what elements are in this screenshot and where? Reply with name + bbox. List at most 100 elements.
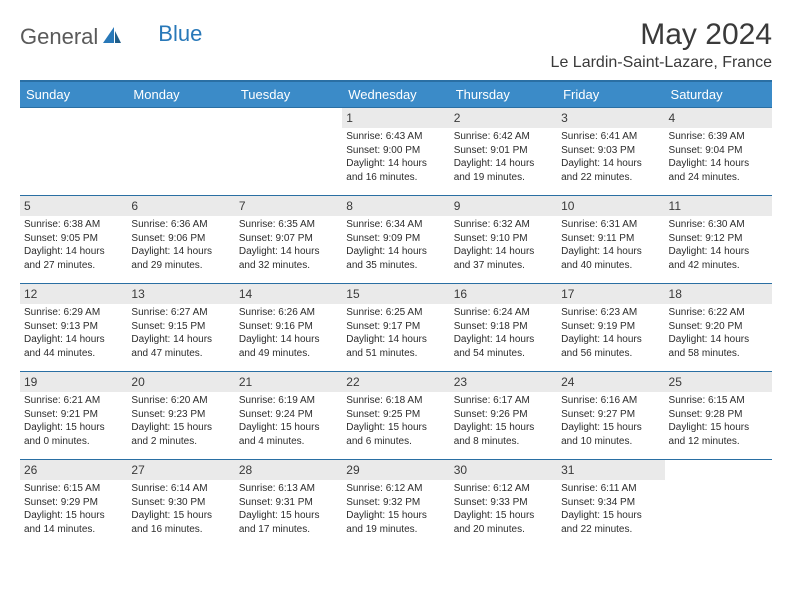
daylight-text: Daylight: 15 hours and 4 minutes. [239,421,338,448]
day-number: 7 [235,196,342,216]
day-number: 8 [342,196,449,216]
daylight-text: Daylight: 15 hours and 22 minutes. [561,509,660,536]
calendar-cell: 4 Sunrise: 6:39 AMSunset: 9:04 PMDaylight… [665,108,772,196]
sunrise-text: Sunrise: 6:14 AM [131,482,230,496]
sunset-text: Sunset: 9:13 PM [24,320,123,334]
sunset-text: Sunset: 9:05 PM [24,232,123,246]
daylight-text: Daylight: 15 hours and 14 minutes. [24,509,123,536]
sunrise-text: Sunrise: 6:25 AM [346,306,445,320]
sunset-text: Sunset: 9:03 PM [561,144,660,158]
sunset-text: Sunset: 9:17 PM [346,320,445,334]
sunrise-text: Sunrise: 6:24 AM [454,306,553,320]
sunrise-text: Sunrise: 6:35 AM [239,218,338,232]
day-number: 20 [127,372,234,392]
sunset-text: Sunset: 9:34 PM [561,496,660,510]
day-number: 2 [450,108,557,128]
sunrise-text: Sunrise: 6:36 AM [131,218,230,232]
sunrise-text: Sunrise: 6:27 AM [131,306,230,320]
day-number: 30 [450,460,557,480]
sunset-text: Sunset: 9:11 PM [561,232,660,246]
logo-text-blue: Blue [158,21,202,47]
calendar-cell: 15Sunrise: 6:25 AMSunset: 9:17 PMDayligh… [342,284,449,372]
sunrise-text: Sunrise: 6:39 AM [669,130,768,144]
sunset-text: Sunset: 9:10 PM [454,232,553,246]
sunset-text: Sunset: 9:15 PM [131,320,230,334]
day-number: 9 [450,196,557,216]
sunset-text: Sunset: 9:30 PM [131,496,230,510]
sunrise-text: Sunrise: 6:31 AM [561,218,660,232]
sunrise-text: Sunrise: 6:12 AM [346,482,445,496]
sunset-text: Sunset: 9:04 PM [669,144,768,158]
calendar-cell: 18Sunrise: 6:22 AMSunset: 9:20 PMDayligh… [665,284,772,372]
sunset-text: Sunset: 9:20 PM [669,320,768,334]
calendar-table: SundayMondayTuesdayWednesdayThursdayFrid… [20,80,772,548]
calendar-cell: 3Sunrise: 6:41 AMSunset: 9:03 PMDaylight… [557,108,664,196]
day-number: 5 [20,196,127,216]
sunrise-text: Sunrise: 6:32 AM [454,218,553,232]
sunset-text: Sunset: 9:07 PM [239,232,338,246]
daylight-text: Daylight: 14 hours and 29 minutes. [131,245,230,272]
calendar-cell: 25Sunrise: 6:15 AMSunset: 9:28 PMDayligh… [665,372,772,460]
daylight-text: Daylight: 14 hours and 32 minutes. [239,245,338,272]
sunrise-text: Sunrise: 6:22 AM [669,306,768,320]
calendar-cell: 6Sunrise: 6:36 AMSunset: 9:06 PMDaylight… [127,196,234,284]
sunrise-text: Sunrise: 6:15 AM [24,482,123,496]
calendar-cell: 17Sunrise: 6:23 AMSunset: 9:19 PMDayligh… [557,284,664,372]
day-number: 15 [342,284,449,304]
weekday-header: Thursday [450,81,557,108]
sunset-text: Sunset: 9:28 PM [669,408,768,422]
calendar-cell: 14Sunrise: 6:26 AMSunset: 9:16 PMDayligh… [235,284,342,372]
calendar-cell: 31Sunrise: 6:11 AMSunset: 9:34 PMDayligh… [557,460,664,548]
sunrise-text: Sunrise: 6:12 AM [454,482,553,496]
daylight-text: Daylight: 15 hours and 0 minutes. [24,421,123,448]
daylight-text: Daylight: 14 hours and 22 minutes. [561,157,660,184]
header: General Blue May 2024 Le Lardin-Saint-La… [20,18,772,72]
sunrise-text: Sunrise: 6:38 AM [24,218,123,232]
calendar-cell: 23Sunrise: 6:17 AMSunset: 9:26 PMDayligh… [450,372,557,460]
sunset-text: Sunset: 9:32 PM [346,496,445,510]
daylight-text: Daylight: 15 hours and 8 minutes. [454,421,553,448]
sunset-text: Sunset: 9:23 PM [131,408,230,422]
calendar-cell: 19 Sunrise: 6:21 AMSunset: 9:21 PMDayligh… [20,372,127,460]
day-number: 10 [557,196,664,216]
daylight-text: Daylight: 14 hours and 42 minutes. [669,245,768,272]
calendar-cell: 26Sunrise: 6:15 AMSunset: 9:29 PMDayligh… [20,460,127,548]
day-number: 1 [342,108,449,128]
logo: General Blue [20,24,202,50]
daylight-text: Daylight: 14 hours and 27 minutes. [24,245,123,272]
day-number: 19 [20,372,127,392]
sunrise-text: Sunrise: 6:13 AM [239,482,338,496]
daylight-text: Daylight: 14 hours and 54 minutes. [454,333,553,360]
sunrise-text: Sunrise: 6:21 AM [24,394,123,408]
sunrise-text: Sunrise: 6:43 AM [346,130,445,144]
daylight-text: Daylight: 14 hours and 47 minutes. [131,333,230,360]
daylight-text: Daylight: 15 hours and 19 minutes. [346,509,445,536]
day-number: 14 [235,284,342,304]
weekday-header: Monday [127,81,234,108]
daylight-text: Daylight: 15 hours and 16 minutes. [131,509,230,536]
sunrise-text: Sunrise: 6:30 AM [669,218,768,232]
calendar-cell: . [127,108,234,196]
sunrise-text: Sunrise: 6:19 AM [239,394,338,408]
calendar-cell: 29Sunrise: 6:12 AMSunset: 9:32 PMDayligh… [342,460,449,548]
day-number: 23 [450,372,557,392]
sunrise-text: Sunrise: 6:17 AM [454,394,553,408]
day-number: 4 [665,108,772,128]
sunrise-text: Sunrise: 6:15 AM [669,394,768,408]
sunrise-text: Sunrise: 6:16 AM [561,394,660,408]
logo-sail-icon [102,26,122,49]
daylight-text: Daylight: 14 hours and 44 minutes. [24,333,123,360]
sunrise-text: Sunrise: 6:41 AM [561,130,660,144]
day-number: 21 [235,372,342,392]
daylight-text: Daylight: 14 hours and 24 minutes. [669,157,768,184]
calendar-cell: 2Sunrise: 6:42 AMSunset: 9:01 PMDaylight… [450,108,557,196]
day-number: 24 [557,372,664,392]
daylight-text: Daylight: 15 hours and 10 minutes. [561,421,660,448]
sunset-text: Sunset: 9:01 PM [454,144,553,158]
day-number: 22 [342,372,449,392]
calendar-cell: 30Sunrise: 6:12 AMSunset: 9:33 PMDayligh… [450,460,557,548]
calendar-cell: 11Sunrise: 6:30 AMSunset: 9:12 PMDayligh… [665,196,772,284]
sunset-text: Sunset: 9:19 PM [561,320,660,334]
sunset-text: Sunset: 9:21 PM [24,408,123,422]
day-number: 6 [127,196,234,216]
